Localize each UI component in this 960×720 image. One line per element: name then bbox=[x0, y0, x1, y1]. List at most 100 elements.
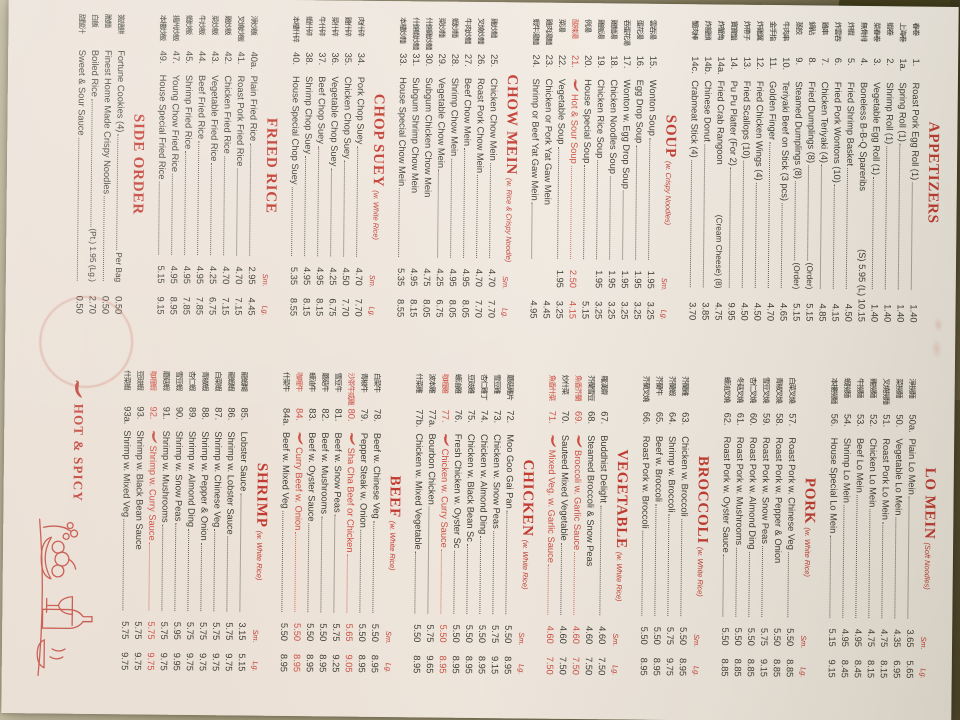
price-large: 3.70 bbox=[687, 302, 698, 321]
price-large: 7.15 bbox=[220, 297, 231, 316]
item-chinese: 菜什碎 bbox=[330, 16, 340, 36]
item-name: Shrimp w. Almond Ding bbox=[186, 430, 198, 528]
section-chicken: CHICKEN (w. White Rice) Sm. Lg. 蘑菇雞片 72. Moo G… bbox=[410, 373, 539, 674]
price-large: 3.25 bbox=[606, 301, 617, 320]
price-large: 8.85 bbox=[771, 658, 782, 678]
item-chinese: 白菜蝦 bbox=[213, 371, 223, 391]
price-large: 9.75 bbox=[119, 652, 130, 671]
item-name: Beef w. Mixed Veg bbox=[280, 431, 292, 509]
item-number: 24. bbox=[531, 54, 542, 68]
price-small: 5.50 bbox=[370, 623, 381, 642]
price-large: 8.85 bbox=[732, 658, 743, 677]
price-large: 4.85 bbox=[817, 303, 828, 322]
leader-dots bbox=[116, 134, 119, 251]
price-column-headers: Sm. Lg. bbox=[517, 616, 527, 674]
item-chinese: 什菜牛 bbox=[281, 371, 291, 392]
leader-dots bbox=[728, 167, 732, 288]
item-chinese: 芥蘭牛 bbox=[654, 375, 664, 396]
item-name: Plain Lo Mein bbox=[906, 438, 918, 495]
item-chinese: 青椒叉燒 bbox=[774, 377, 784, 403]
price-large: 4.45 bbox=[541, 300, 552, 319]
item-number: 11. bbox=[768, 57, 779, 70]
price-column-headers: Sm. Lg. bbox=[611, 617, 621, 675]
leader-dots bbox=[819, 165, 823, 289]
item-note: (Order) bbox=[804, 262, 816, 290]
leader-dots bbox=[599, 504, 602, 616]
price-small: 1.95 bbox=[554, 269, 565, 288]
item-name: Chicken Chow Mein bbox=[488, 78, 499, 161]
item-chinese: 炒什菜 bbox=[560, 374, 570, 395]
item-number: 3. bbox=[872, 58, 883, 66]
leader-dots bbox=[161, 524, 164, 611]
item-number: 64. bbox=[667, 411, 678, 426]
leader-dots bbox=[294, 532, 297, 613]
item-chinese: 蟹肉棒 bbox=[690, 20, 700, 40]
item-number: 91. bbox=[161, 406, 172, 420]
price-column-headers: Sm. Lg. bbox=[500, 260, 510, 318]
item-name: Roast Pork w. Mushrooms bbox=[734, 436, 746, 546]
item-number: 71. bbox=[547, 410, 558, 424]
section-subtitle: (w. White Rice) bbox=[802, 527, 813, 578]
chop-suey-heading: CHOP SUEY (w. White Rice) Sm. Lg. bbox=[366, 17, 388, 317]
price-small: 5.15 bbox=[827, 628, 838, 647]
price-small: 1.95 bbox=[632, 270, 643, 289]
item-chinese: 簽語餅 bbox=[116, 14, 126, 34]
price-large: 9.65 bbox=[424, 655, 435, 674]
leader-dots bbox=[635, 145, 638, 260]
section-title: BEEF bbox=[386, 475, 403, 519]
price-column-headers: Sm. Lg. bbox=[384, 615, 394, 673]
item-name: Fresh Chicken w. Oyster Sc bbox=[452, 433, 464, 549]
item-number: 16. bbox=[635, 55, 646, 69]
item-chinese: 白菜叉燒 bbox=[787, 377, 797, 403]
item-chinese: 雪豆牛 bbox=[333, 372, 343, 392]
item-chinese: 龍蝦蝦 bbox=[226, 371, 236, 391]
item-number: 4. bbox=[859, 57, 870, 66]
leader-dots bbox=[424, 199, 425, 257]
price-large: 8.15 bbox=[865, 659, 876, 679]
item-chinese: 炸饅頭 bbox=[703, 20, 713, 40]
item-chinese: 菜春卷 bbox=[872, 22, 882, 42]
section-subtitle: (w. White Rice) bbox=[614, 551, 624, 602]
item-chinese: 什錦雞炒麵 bbox=[424, 17, 434, 50]
item-name: Beef Fried Rice bbox=[196, 75, 207, 140]
price-large: 6.75 bbox=[207, 297, 218, 316]
item-name: Beef w. Chinese Veg bbox=[371, 432, 383, 519]
item-name: Curry Beef w. Onion bbox=[291, 432, 305, 530]
item-chinese: 冬菇叉燒 bbox=[735, 376, 745, 403]
price-small: 5.75 bbox=[133, 621, 144, 640]
item-chinese: 甜酸汁 bbox=[77, 13, 87, 34]
price-large: 4.95 bbox=[528, 300, 539, 319]
section-title: VEGETABLE bbox=[613, 449, 631, 549]
leader-dots bbox=[641, 530, 644, 616]
price-large: 7.50 bbox=[544, 656, 555, 675]
leader-dots bbox=[829, 535, 832, 618]
price-size-label: Sm. bbox=[384, 630, 394, 645]
item-chinese: 肉什碎 bbox=[356, 16, 366, 36]
leader-dots bbox=[187, 529, 190, 611]
item-number: 2. bbox=[885, 58, 896, 67]
section-title: LO MEIN bbox=[921, 467, 938, 540]
item-chinese: 本樓炒麵 bbox=[398, 17, 408, 43]
item-name-text: Mixed Veg. w. Garlic Sauce bbox=[545, 449, 558, 563]
item-name: Beef Chop Suey bbox=[316, 76, 327, 145]
item-note: (Order) bbox=[791, 262, 803, 290]
price-large: 9.15 bbox=[826, 659, 837, 678]
item-number: 50a. bbox=[907, 414, 918, 433]
chili-icon bbox=[350, 433, 356, 446]
item-number: 83. bbox=[307, 408, 318, 422]
item-name: Boneless B-B-Q Spareribs bbox=[857, 81, 869, 192]
item-number: 1a. bbox=[898, 58, 909, 72]
leader-dots bbox=[780, 203, 783, 289]
price-large: 8.95 bbox=[291, 653, 302, 673]
price-small: 4.95 bbox=[168, 265, 179, 284]
item-name: Beef w. Snow Peas bbox=[332, 432, 344, 513]
chili-icon bbox=[152, 430, 158, 444]
price-large: 8.45 bbox=[839, 659, 850, 678]
item-number: 60. bbox=[748, 412, 759, 426]
item-number: 14a. bbox=[716, 56, 727, 75]
item-number: 70. bbox=[560, 410, 571, 424]
price-small: 5.75 bbox=[211, 622, 222, 641]
leader-dots bbox=[868, 509, 871, 619]
item-chinese: 雞炒麵 bbox=[489, 18, 499, 38]
